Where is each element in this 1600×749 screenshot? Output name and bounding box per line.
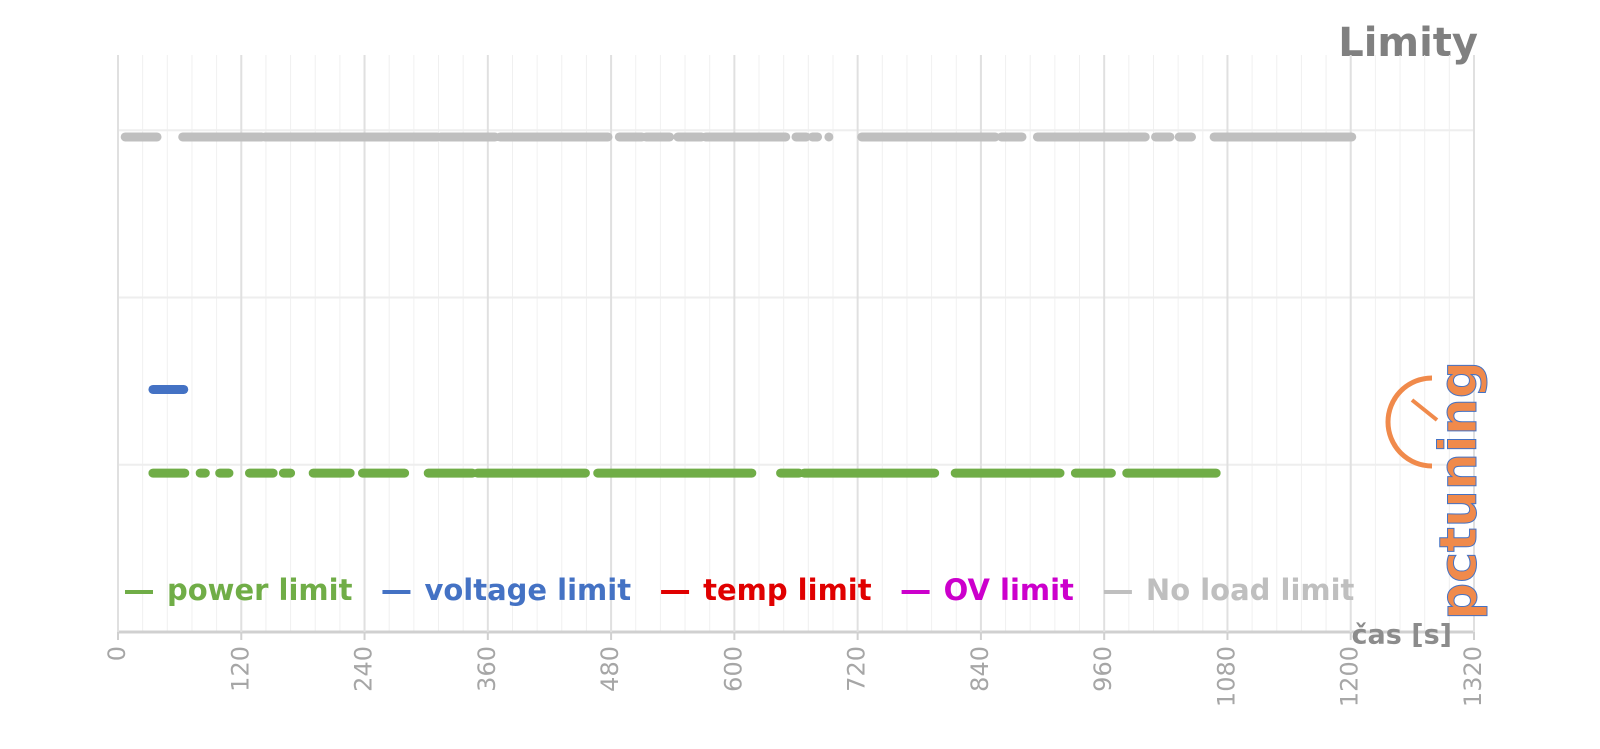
x-tick-label: 840: [966, 646, 994, 692]
x-tick-label: 1080: [1212, 646, 1240, 707]
chart-title: Limity: [1338, 20, 1478, 66]
x-tick-label: 120: [226, 646, 254, 692]
legend-label: voltage limit: [424, 573, 631, 607]
x-tick-label: 1320: [1459, 646, 1487, 707]
x-tick-label: 960: [1089, 646, 1117, 692]
x-tick-label: 360: [473, 646, 501, 692]
x-tick-label: 480: [596, 646, 624, 692]
legend-label: temp limit: [703, 573, 872, 607]
legend-label: power limit: [167, 573, 353, 607]
legend-label: No load limit: [1146, 573, 1355, 607]
x-tick-label: 1200: [1336, 646, 1364, 707]
x-tick-label: 600: [719, 646, 747, 692]
x-tick-label: 720: [843, 646, 871, 692]
x-tick-label: 240: [350, 646, 378, 692]
logo-dial: [1385, 375, 1433, 469]
logo: pctuning: [1429, 361, 1489, 620]
logo-needle: [1410, 398, 1439, 422]
x-tick-label: 0: [103, 646, 131, 661]
x-axis-label: čas [s]: [1352, 620, 1452, 651]
legend-label: OV limit: [944, 573, 1074, 607]
